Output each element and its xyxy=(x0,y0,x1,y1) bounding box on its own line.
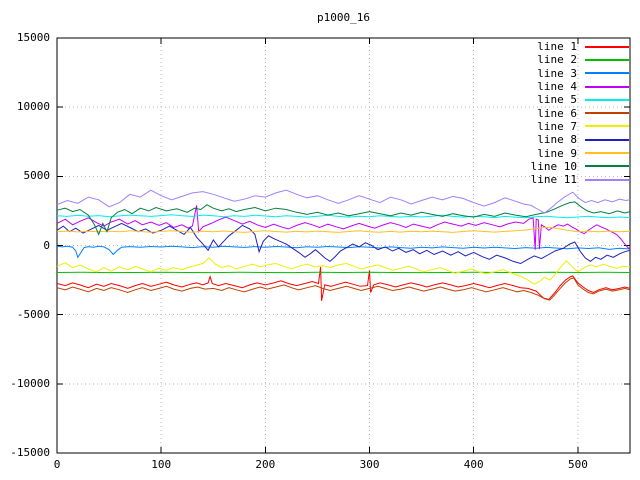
y-tick-label--5000: -5000 xyxy=(16,307,50,321)
legend-row-line-11: line 11 xyxy=(531,173,629,186)
x-tick-label-300: 300 xyxy=(359,458,380,471)
legend-row-line-5: line 5 xyxy=(531,93,629,106)
legend-label: line 5 xyxy=(537,93,577,107)
legend-label: line 1 xyxy=(537,40,577,54)
series-line-9 xyxy=(56,226,631,233)
legend-label: line 6 xyxy=(537,106,577,120)
y-tick-label--10000: -10000 xyxy=(10,376,50,390)
series-line-8 xyxy=(56,222,631,265)
series-line-5 xyxy=(56,214,631,219)
series-line-4 xyxy=(56,205,631,250)
legend-label: line 3 xyxy=(537,66,577,80)
legend: line 1 line 2 line 3 line 4 line 5 line 6 line… xyxy=(531,40,629,186)
legend-row-line-7: line 7 xyxy=(531,120,629,133)
x-tick-label-0: 0 xyxy=(53,458,61,471)
legend-label: line 8 xyxy=(537,133,577,147)
legend-label: line 7 xyxy=(537,119,577,133)
legend-row-line-1: line 1 xyxy=(531,40,629,53)
legend-label: line 9 xyxy=(537,146,577,160)
legend-line-sample xyxy=(585,125,629,128)
legend-line-sample xyxy=(585,45,629,48)
legend-label: line 2 xyxy=(537,53,577,67)
x-tick-label-100: 100 xyxy=(151,458,172,471)
y-tick-label-5000: 5000 xyxy=(23,169,51,183)
legend-row-line-9: line 9 xyxy=(531,146,629,160)
legend-line-sample xyxy=(585,112,629,115)
series-line-11 xyxy=(56,189,631,214)
series-line-7 xyxy=(56,257,631,285)
series-line-1 xyxy=(56,266,631,301)
legend-row-line-10: line 10 xyxy=(531,160,629,173)
y-tick-label-0: 0 xyxy=(43,238,50,252)
x-tick-label-500: 500 xyxy=(567,458,588,471)
legend-line-sample xyxy=(585,72,629,75)
legend-line-sample xyxy=(585,98,629,101)
legend-label: line 11 xyxy=(530,173,577,187)
legend-row-line-4: line 4 xyxy=(531,80,629,93)
legend-row-line-6: line 6 xyxy=(531,106,629,120)
legend-row-line-8: line 8 xyxy=(531,133,629,146)
x-tick-label-200: 200 xyxy=(255,458,276,471)
series-line-6 xyxy=(56,277,631,301)
chart-title: p1000_16 xyxy=(317,11,370,24)
legend-line-sample xyxy=(585,178,629,181)
y-tick-label--15000: -15000 xyxy=(10,446,50,459)
legend-line-sample xyxy=(585,85,629,88)
x-tick-label-400: 400 xyxy=(463,458,484,471)
legend-line-sample xyxy=(585,152,629,155)
legend-line-sample xyxy=(585,58,629,61)
y-tick-label-10000: 10000 xyxy=(16,100,50,114)
y-tick-label-15000: 15000 xyxy=(16,31,50,44)
series-line-3 xyxy=(56,245,631,259)
legend-row-line-2: line 2 xyxy=(531,53,629,66)
series-line-10 xyxy=(56,201,631,236)
legend-row-line-3: line 3 xyxy=(531,67,629,80)
legend-line-sample xyxy=(585,138,629,141)
legend-label: line 4 xyxy=(537,80,577,94)
legend-label: line 10 xyxy=(530,159,577,173)
legend-line-sample xyxy=(585,165,629,168)
